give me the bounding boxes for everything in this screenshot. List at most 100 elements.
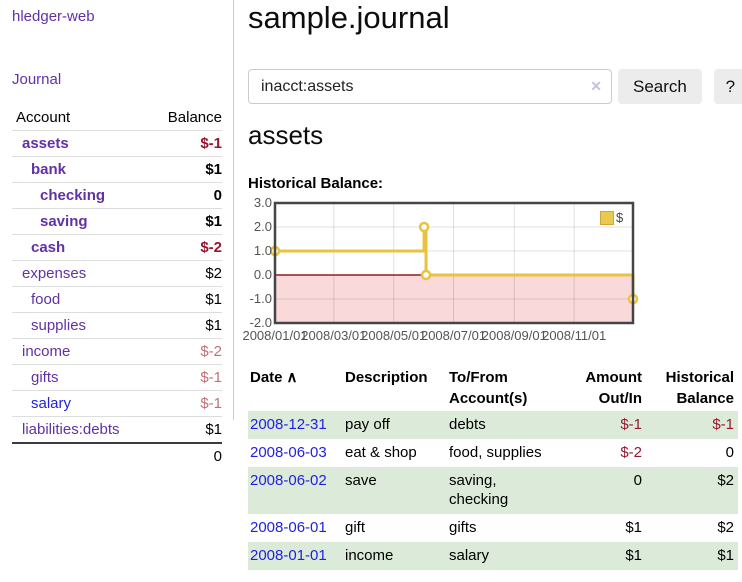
account-balance: $-2 — [200, 239, 222, 256]
account-link[interactable]: gifts — [31, 369, 59, 386]
transaction-row[interactable]: 2008-06-01 gift gifts $1 $2 — [248, 514, 738, 542]
account-balance: $1 — [205, 213, 222, 230]
data-point-marker — [418, 221, 430, 233]
transaction-accounts: debts — [449, 416, 486, 433]
account-balance: $-1 — [200, 135, 222, 152]
data-point-marker — [420, 269, 432, 281]
transaction-accounts: gifts — [449, 519, 477, 536]
page-title: sample.journal — [248, 0, 450, 35]
x-axis-tick-label: 2008/01/01 — [242, 328, 308, 343]
account-balance: $2 — [205, 265, 222, 282]
search-button[interactable]: Search — [618, 69, 702, 104]
accounts-total-row: 0 — [12, 442, 222, 469]
balance-column-header: Balance — [167, 109, 222, 126]
clear-search-icon[interactable]: ✕ — [590, 78, 602, 94]
accounts-rows: assets $-1 bank $1 checking 0 saving $1 cash $-2 e… — [12, 130, 222, 442]
transaction-amount: $1 — [625, 519, 642, 536]
account-column-header: Account — [16, 109, 71, 126]
y-axis-tick-label: -1.0 — [249, 291, 272, 306]
transaction-row[interactable]: 2008-01-01 income salary $1 $1 — [248, 542, 738, 570]
transaction-accounts: saving, checking — [449, 472, 509, 508]
transaction-date-link[interactable]: 2008-06-03 — [250, 444, 327, 461]
date-header-label: Date — [250, 369, 283, 386]
sidebar: hledger-web Journal Account Balance asse… — [0, 0, 233, 469]
transaction-description: pay off — [345, 416, 390, 433]
app-brand-link[interactable]: hledger-web — [12, 8, 95, 25]
account-balance: $1 — [205, 291, 222, 308]
historical-balance-chart: $ 3.0 2.0 1.0 0.0 -1.0 -2.0 2008/01/01 2008/03/… — [242, 195, 740, 348]
historical-balance-label: Historical Balance: — [248, 175, 384, 192]
y-axis-tick-label: 3.0 — [253, 195, 272, 210]
account-balance: $1 — [205, 317, 222, 334]
transaction-balance: $-1 — [712, 416, 734, 433]
transaction-row[interactable]: 2008-12-31 pay off debts $-1 $-1 — [248, 411, 738, 439]
account-link[interactable]: cash — [31, 239, 66, 256]
transaction-balance: $1 — [717, 547, 734, 564]
transaction-accounts: food, supplies — [449, 444, 542, 461]
account-balance: 0 — [213, 187, 222, 204]
account-link[interactable]: liabilities:debts — [22, 421, 120, 438]
transaction-amount: $1 — [625, 547, 642, 564]
chart-plot-area — [269, 201, 639, 325]
search-input[interactable] — [248, 69, 612, 104]
plot-border — [273, 201, 635, 325]
legend-label: $ — [616, 210, 624, 225]
date-column-header[interactable]: Date ∧ — [248, 365, 341, 411]
x-axis-tick-label: 2008/05/01 — [361, 328, 427, 343]
account-balance: $1 — [205, 161, 222, 178]
accounts-column-header: To/From Account(s) — [449, 369, 528, 407]
y-axis-tick-label: -2.0 — [249, 315, 272, 330]
main-content: sample.journal ✕ Search ? assets Histori… — [242, 0, 742, 582]
account-link[interactable]: checking — [40, 187, 106, 204]
transaction-accounts: salary — [449, 547, 490, 564]
register-header-row: Date ∧ Description To/From Account(s) Amo… — [248, 365, 738, 411]
transaction-date-link[interactable]: 2008-06-02 — [250, 472, 327, 489]
account-row: supplies $1 — [12, 312, 222, 338]
accounts-table-header: Account Balance — [12, 105, 222, 130]
description-column-header: Description — [345, 369, 428, 386]
accounts-table: Account Balance assets $-1 bank $1 checking 0… — [12, 105, 222, 469]
help-button[interactable]: ? — [713, 69, 742, 104]
account-link[interactable]: income — [22, 343, 71, 360]
account-row: expenses $2 — [12, 260, 222, 286]
balance-column-header-main: Historical Balance — [665, 369, 734, 407]
account-link[interactable]: supplies — [31, 317, 87, 334]
transaction-date-link[interactable]: 2008-06-01 — [250, 519, 327, 536]
x-axis-tick-label: 2008/07/01 — [420, 328, 487, 343]
transaction-amount: $-1 — [620, 416, 642, 433]
sidebar-divider — [233, 0, 234, 420]
search-form: ✕ Search ? — [248, 69, 742, 104]
account-link[interactable]: food — [31, 291, 61, 308]
transaction-amount: $-2 — [620, 444, 642, 461]
x-axis-tick-label: 2008/03/01 — [301, 328, 367, 343]
account-link[interactable]: saving — [40, 213, 88, 230]
transaction-date-link[interactable]: 2008-12-31 — [250, 416, 327, 433]
transaction-balance: 0 — [725, 444, 734, 461]
transaction-description: save — [345, 472, 377, 489]
transaction-row[interactable]: 2008-06-03 eat & shop food, supplies $-2 0 — [248, 439, 738, 467]
accounts-total-value: 0 — [213, 448, 222, 465]
transaction-balance: $2 — [717, 519, 734, 536]
account-balance: $-1 — [200, 395, 222, 412]
account-row: salary $-1 — [12, 390, 222, 416]
account-link[interactable]: salary — [31, 395, 72, 412]
account-link[interactable]: bank — [31, 161, 67, 178]
account-link[interactable]: assets — [22, 135, 69, 152]
account-row: assets $-1 — [12, 130, 222, 156]
account-row: food $1 — [12, 286, 222, 312]
transaction-amount: 0 — [633, 472, 642, 489]
account-row: saving $1 — [12, 208, 222, 234]
amount-column-header: Amount Out/In — [585, 369, 642, 407]
transaction-row[interactable]: 2008-06-02 save saving, checking 0 $2 — [248, 467, 738, 514]
negative-region — [275, 275, 633, 323]
account-row: bank $1 — [12, 156, 222, 182]
search-box: ✕ — [248, 69, 612, 104]
account-link[interactable]: expenses — [22, 265, 87, 282]
account-balance: $-1 — [200, 369, 222, 386]
sidebar-item-journal[interactable]: Journal — [12, 71, 62, 88]
account-heading: assets — [248, 120, 324, 150]
transaction-date-link[interactable]: 2008-01-01 — [250, 547, 327, 564]
transaction-description: income — [345, 547, 394, 564]
transaction-description: gift — [345, 519, 366, 536]
x-axis-tick-label: 2008/09/01 — [481, 328, 547, 343]
